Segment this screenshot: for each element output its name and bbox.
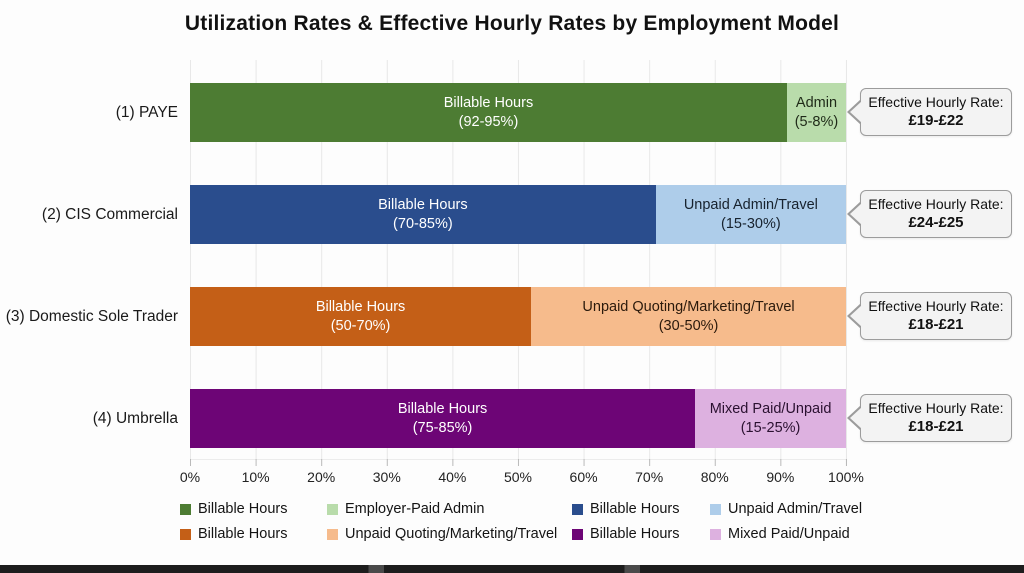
tick-label: 30% (372, 469, 401, 485)
segment-billable-hours: Billable Hours (50-70%) (190, 287, 532, 346)
video-progress-bar[interactable] (0, 565, 1024, 573)
legend-swatch-icon (180, 528, 191, 540)
segment-label: Billable Hours (75-85%) (397, 400, 488, 436)
callout-value: £18-£21 (908, 418, 964, 435)
legend-item: Unpaid Admin/Travel (710, 501, 870, 517)
tick-label: 100% (828, 469, 864, 485)
callout-value: £24-£25 (908, 214, 964, 231)
segment-billable-hours: Billable Hours (92-95%) (190, 83, 787, 142)
segment-unpaid-admin-travel: Unpaid Admin/Travel (15-30%) (655, 185, 846, 244)
segment-label: Admin (5-8%) (794, 94, 839, 130)
legend-item: Unpaid Quoting/Marketing/Travel (327, 526, 572, 542)
stacked-bar: Billable Hours (70-85%) Unpaid Admin/Tra… (190, 185, 846, 244)
legend-swatch-icon (327, 503, 338, 515)
tick-label: 80% (700, 469, 729, 485)
callout-title: Effective Hourly Rate: (868, 297, 1004, 314)
tick-label: 70% (635, 469, 664, 485)
legend-item: Employer-Paid Admin (327, 501, 572, 517)
legend-label: Billable Hours (198, 501, 288, 517)
callout-value: £18-£21 (908, 316, 964, 333)
tick-label: 20% (307, 469, 336, 485)
legend-item: Billable Hours (572, 526, 710, 542)
legend-item: Mixed Paid/Unpaid (710, 526, 870, 542)
tick-label: 40% (438, 469, 467, 485)
bar-row-umbrella: (4) Umbrella Billable Hours (75-85%) Mix… (0, 389, 1024, 448)
legend-label: Billable Hours (198, 526, 288, 542)
x-axis-ticks (190, 459, 847, 466)
legend-label: Billable Hours (590, 501, 680, 517)
segment-admin: Admin (5-8%) (786, 83, 846, 142)
x-axis-tick-labels: 0% 10% 20% 30% 40% 50% 60% 70% 80% 90% 1… (160, 469, 876, 485)
legend-label: Unpaid Admin/Travel (728, 501, 863, 517)
segment-label: Billable Hours (92-95%) (443, 94, 534, 130)
segment-billable-hours: Billable Hours (75-85%) (190, 389, 696, 448)
stacked-bar: Billable Hours (50-70%) Unpaid Quoting/M… (190, 287, 846, 346)
chart-title: Utilization Rates & Effective Hourly Rat… (184, 12, 840, 35)
legend-swatch-icon (710, 528, 721, 540)
legend-label: Employer-Paid Admin (345, 501, 485, 517)
stacked-bar: Billable Hours (92-95%) Admin (5-8%) (190, 83, 846, 142)
effective-rate-callout: Effective Hourly Rate: £18-£21 (847, 292, 1012, 340)
category-label: (2) CIS Commercial (41, 205, 178, 223)
callout-title: Effective Hourly Rate: (868, 399, 1004, 416)
segment-label: Mixed Paid/Unpaid (15-25%) (709, 400, 832, 436)
bar-row-domestic-sole-trader: (3) Domestic Sole Trader Billable Hours … (0, 287, 1024, 346)
bar-row-paye: (1) PAYE Billable Hours (92-95%) Admin (… (0, 83, 1024, 142)
segment-label: Unpaid Quoting/Marketing/Travel (30-50%) (582, 298, 795, 334)
tick-label: 90% (766, 469, 795, 485)
callout-value: £19-£22 (908, 112, 964, 129)
callout-title: Effective Hourly Rate: (868, 93, 1004, 110)
tick-label: 0% (179, 469, 201, 485)
legend-label: Billable Hours (590, 526, 680, 542)
legend-item: Billable Hours (180, 526, 327, 542)
legend-item: Billable Hours (180, 501, 327, 517)
legend-swatch-icon (710, 503, 721, 515)
legend-swatch-icon (180, 503, 191, 515)
callout-title: Effective Hourly Rate: (868, 195, 1004, 212)
legend: Billable Hours Employer-Paid Admin Billa… (180, 501, 870, 542)
effective-rate-callout: Effective Hourly Rate: £18-£21 (847, 394, 1012, 442)
effective-rate-callout: Effective Hourly Rate: £24-£25 (847, 190, 1012, 238)
legend-swatch-icon (572, 528, 583, 540)
segment-label: Billable Hours (50-70%) (315, 298, 406, 334)
tick-label: 10% (241, 469, 270, 485)
segment-label: Unpaid Admin/Travel (15-30%) (683, 196, 818, 232)
effective-rate-callout: Effective Hourly Rate: £19-£22 (847, 88, 1012, 136)
segment-label: Billable Hours (70-85%) (378, 196, 468, 232)
legend-swatch-icon (327, 528, 338, 540)
category-label: (1) PAYE (115, 103, 178, 121)
segment-billable-hours: Billable Hours (70-85%) (190, 185, 656, 244)
segment-unpaid-quoting-marketing-travel: Unpaid Quoting/Marketing/Travel (30-50%) (531, 287, 846, 346)
category-label: (4) Umbrella (92, 409, 178, 427)
segment-mixed-paid-unpaid: Mixed Paid/Unpaid (15-25%) (695, 389, 846, 448)
tick-label: 50% (503, 469, 532, 485)
legend-swatch-icon (572, 503, 583, 515)
legend-item: Billable Hours (572, 501, 710, 517)
stacked-bar: Billable Hours (75-85%) Mixed Paid/Unpai… (190, 389, 846, 448)
category-label: (3) Domestic Sole Trader (5, 307, 178, 325)
legend-label: Mixed Paid/Unpaid (728, 526, 850, 542)
legend-label: Unpaid Quoting/Marketing/Travel (345, 526, 558, 542)
tick-label: 60% (569, 469, 598, 485)
bar-row-cis-commercial: (2) CIS Commercial Billable Hours (70-85… (0, 185, 1024, 244)
